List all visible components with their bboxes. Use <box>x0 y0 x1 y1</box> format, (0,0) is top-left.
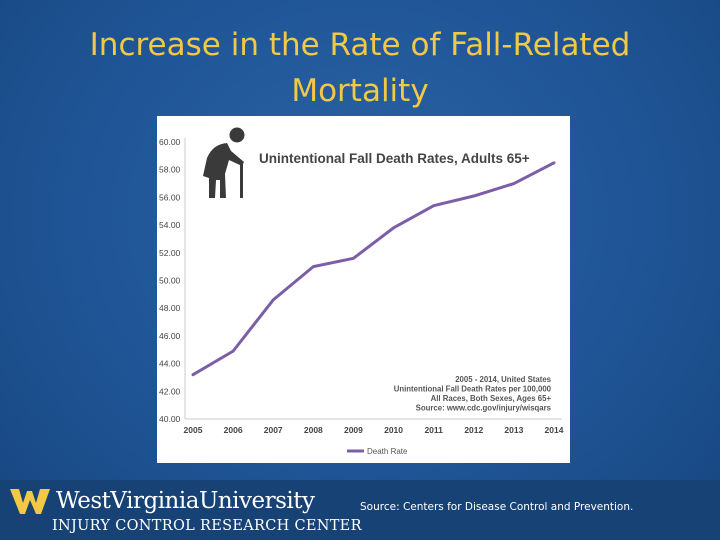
x-tick-label: 2014 <box>545 425 564 435</box>
university-name: WestVirginiaUniversity <box>56 488 315 514</box>
data-point <box>472 194 475 198</box>
center-name: INJURY CONTROL RESEARCH CENTER <box>52 518 362 534</box>
x-tick-label: 2008 <box>304 425 323 435</box>
y-tick-label: 60.00 <box>159 137 181 147</box>
y-tick-label: 54.00 <box>159 220 181 230</box>
chart-annotation: 2005 - 2014, United StatesUnintentional … <box>394 375 552 413</box>
line-chart: Unintentional Fall Death Rates, Adults 6… <box>159 127 564 456</box>
y-tick-label: 42.00 <box>159 386 181 396</box>
data-point <box>312 265 315 268</box>
series-layer <box>191 161 556 377</box>
data-point <box>191 373 195 376</box>
data-point <box>432 204 435 207</box>
legend: Death Rate <box>347 447 408 456</box>
x-tick-label: 2012 <box>464 425 483 435</box>
data-point <box>552 161 556 164</box>
x-tick-label: 2013 <box>504 425 523 435</box>
x-tick-label: 2010 <box>384 425 403 435</box>
y-tick-label: 50.00 <box>159 276 181 286</box>
series-line <box>191 161 556 377</box>
data-point <box>352 257 355 260</box>
data-point <box>231 349 235 353</box>
annotation-line: Source: www.cdc.gov/injury/wisqars <box>416 404 552 413</box>
footer-bar <box>0 480 720 540</box>
title-line-2: Mortality <box>291 73 429 109</box>
chart-axes: 60.00 58.00 56.00 54.00 52.00 50.00 48.00 46.00… <box>159 137 564 435</box>
y-tick-label: 40.00 <box>159 414 181 424</box>
y-tick-label: 52.00 <box>159 248 181 258</box>
legend-label: Death Rate <box>367 447 408 456</box>
chart-title: Unintentional Fall Death Rates, Adults 6… <box>259 151 530 166</box>
data-point <box>512 182 516 185</box>
wvu-logo: WestVirginiaUniversity INJURY CONTROL RE… <box>10 486 361 538</box>
x-tick-label: 2009 <box>344 425 363 435</box>
title-line-1: Increase in the Rate of Fall-Related <box>89 27 631 63</box>
wv-flying-wv-icon <box>10 489 50 514</box>
elderly-person-with-cane-icon <box>203 127 245 198</box>
y-tick-label: 46.00 <box>159 331 181 341</box>
x-tick-label: 2007 <box>264 425 283 435</box>
y-tick-label: 48.00 <box>159 303 181 313</box>
slide-title: Increase in the Rate of Fall-Related Mor… <box>0 22 720 114</box>
x-tick-label: 2005 <box>184 425 203 435</box>
x-tick-label: 2011 <box>424 425 443 435</box>
x-tick-label: 2006 <box>224 425 243 435</box>
chart-panel: Unintentional Fall Death Rates, Adults 6… <box>157 116 570 463</box>
data-point <box>392 226 395 230</box>
source-note: Source: Centers for Disease Control and … <box>360 501 634 513</box>
annotation-line: Unintentional Fall Death Rates per 100,0… <box>394 385 552 394</box>
y-tick-label: 58.00 <box>159 165 181 175</box>
annotation-line: 2005 - 2014, United States <box>455 375 551 384</box>
annotation-line: All Races, Both Sexes, Ages 65+ <box>431 394 552 403</box>
y-tick-label: 56.00 <box>159 192 181 202</box>
data-point <box>272 298 275 302</box>
y-tick-label: 44.00 <box>159 359 181 369</box>
